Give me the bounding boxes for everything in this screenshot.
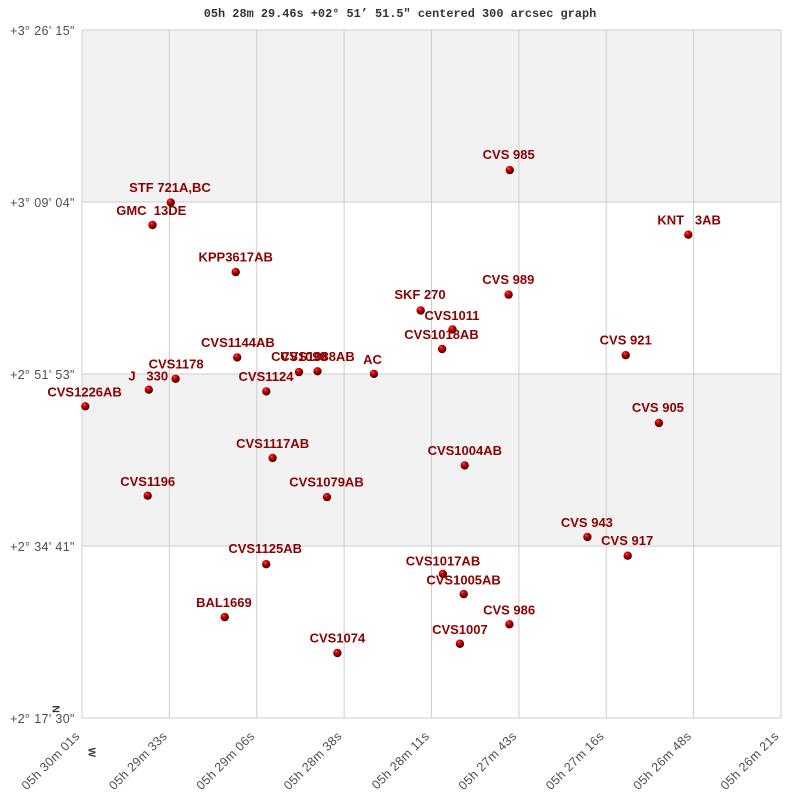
svg-text:CVS1117AB: CVS1117AB [236,436,309,451]
svg-text:CVS1007: CVS1007 [432,622,488,637]
svg-text:+3° 26' 15": +3° 26' 15" [10,24,75,38]
svg-text:CVS 905: CVS 905 [632,400,684,415]
svg-text:CVS1011: CVS1011 [425,308,480,323]
svg-text:CVS1005AB: CVS1005AB [426,573,500,588]
svg-text:J 330: J 330 [128,369,168,384]
svg-text:CVS1098: CVS1098 [271,349,327,364]
svg-text:+2° 17' 30": +2° 17' 30" [10,712,75,726]
svg-text:+2° 51' 53": +2° 51' 53" [10,368,75,382]
svg-text:CVS1004AB: CVS1004AB [428,443,502,458]
svg-text:SKF 270: SKF 270 [394,287,445,302]
svg-text:AC: AC [363,352,382,367]
svg-text:CVS1196: CVS1196 [120,474,175,489]
svg-text:05h 28m 29.46s +02° 51’ 51.5": 05h 28m 29.46s +02° 51’ 51.5" centered 3… [204,7,596,21]
svg-text:CVS 943: CVS 943 [561,515,613,530]
svg-text:KNT 3AB: KNT 3AB [657,213,721,228]
svg-text:CVS1124: CVS1124 [239,369,295,384]
svg-text:CVS1144AB: CVS1144AB [201,335,275,350]
svg-text:W: W [86,748,97,758]
svg-text:CVS1074: CVS1074 [310,631,366,646]
svg-text:CVS1226AB: CVS1226AB [47,385,121,400]
svg-text:CVS 985: CVS 985 [483,147,535,162]
svg-text:CVS1088AB: CVS1088AB [280,349,354,364]
svg-text:STF 721A,BC: STF 721A,BC [129,180,211,195]
svg-text:CVS1079AB: CVS1079AB [289,475,363,490]
svg-text:CVS 921: CVS 921 [600,332,652,347]
svg-text:BAL1669: BAL1669 [196,595,252,610]
svg-text:CVS1017AB: CVS1017AB [406,554,480,569]
svg-text:CVS1125AB: CVS1125AB [228,541,302,556]
svg-text:+3° 09' 04": +3° 09' 04" [10,196,75,210]
svg-text:CVS1178: CVS1178 [149,357,204,372]
svg-text:CVS 986: CVS 986 [483,602,535,617]
svg-text:CVS 989: CVS 989 [482,272,534,287]
svg-text:KPP3617AB: KPP3617AB [198,250,272,265]
svg-text:+2° 34' 41": +2° 34' 41" [10,540,75,554]
svg-text:N: N [51,705,63,713]
svg-text:CVS 917: CVS 917 [601,533,653,548]
svg-text:GMC 13DE: GMC 13DE [116,203,186,218]
svg-text:CVS1018AB: CVS1018AB [404,327,478,342]
